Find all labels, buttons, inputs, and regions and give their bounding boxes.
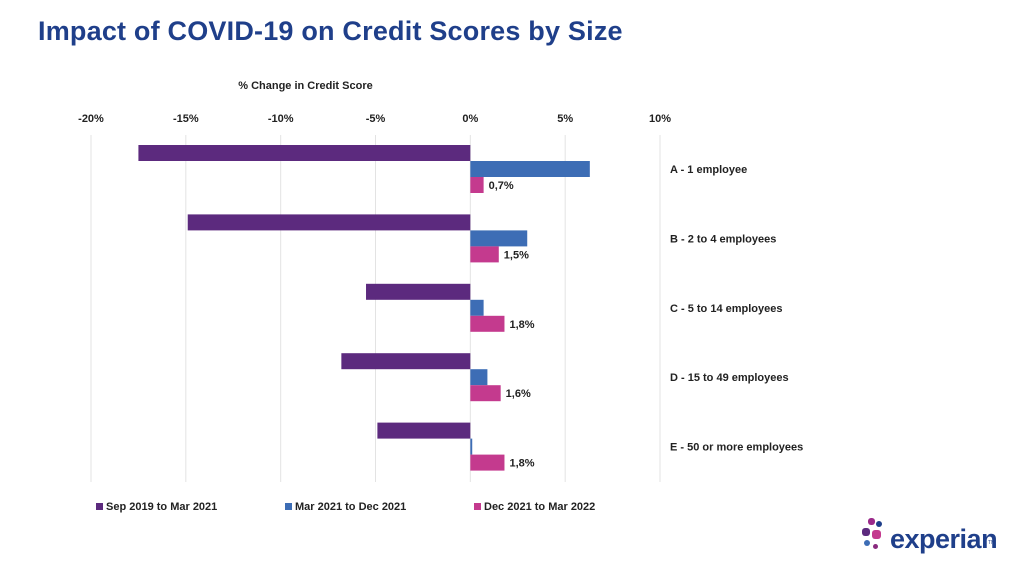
chart-title: Impact of COVID-19 on Credit Scores by S… xyxy=(38,16,623,46)
data-label: 1,8% xyxy=(509,319,534,331)
x-tick-label: -10% xyxy=(268,113,294,125)
data-label: 1,8% xyxy=(509,458,534,470)
category-label: D - 15 to 49 employees xyxy=(670,372,789,384)
logo-tm: TM xyxy=(988,540,996,546)
bar xyxy=(470,177,484,193)
bar xyxy=(341,353,471,370)
x-tick-label: -15% xyxy=(173,113,199,125)
data-label: 1,6% xyxy=(506,388,531,400)
bar xyxy=(470,385,501,402)
data-label: 0,7% xyxy=(489,180,514,192)
legend-swatch xyxy=(285,503,292,510)
bar xyxy=(470,438,473,455)
x-tick-label: 10% xyxy=(649,113,671,125)
bar xyxy=(187,214,471,231)
category-label: A - 1 employee xyxy=(670,164,747,176)
x-tick-label: -5% xyxy=(366,113,386,125)
category-label: C - 5 to 14 employees xyxy=(670,303,783,315)
legend-label: Mar 2021 to Dec 2021 xyxy=(295,501,406,513)
legend-label: Dec 2021 to Mar 2022 xyxy=(484,501,595,513)
bar xyxy=(138,145,471,161)
x-axis-title: % Change in Credit Score xyxy=(238,80,372,92)
bar xyxy=(377,422,471,439)
logo-text: experian xyxy=(890,524,998,554)
bar xyxy=(470,161,590,177)
bar xyxy=(470,299,484,316)
bar xyxy=(366,283,471,300)
legend-swatch xyxy=(96,503,103,510)
category-label: E - 50 or more employees xyxy=(670,442,803,454)
legend-swatch xyxy=(474,503,481,510)
legend-label: Sep 2019 to Mar 2021 xyxy=(106,501,217,513)
data-label: 1,5% xyxy=(504,249,529,261)
category-label: B - 2 to 4 employees xyxy=(670,233,776,245)
experian-logo: experian TM xyxy=(862,518,1002,562)
bar xyxy=(470,230,528,247)
bar xyxy=(470,454,505,471)
x-tick-label: -20% xyxy=(78,113,104,125)
bar xyxy=(470,315,505,332)
bar xyxy=(470,369,488,386)
x-tick-label: 0% xyxy=(462,113,478,125)
x-tick-label: 5% xyxy=(557,113,573,125)
bar xyxy=(470,246,499,263)
